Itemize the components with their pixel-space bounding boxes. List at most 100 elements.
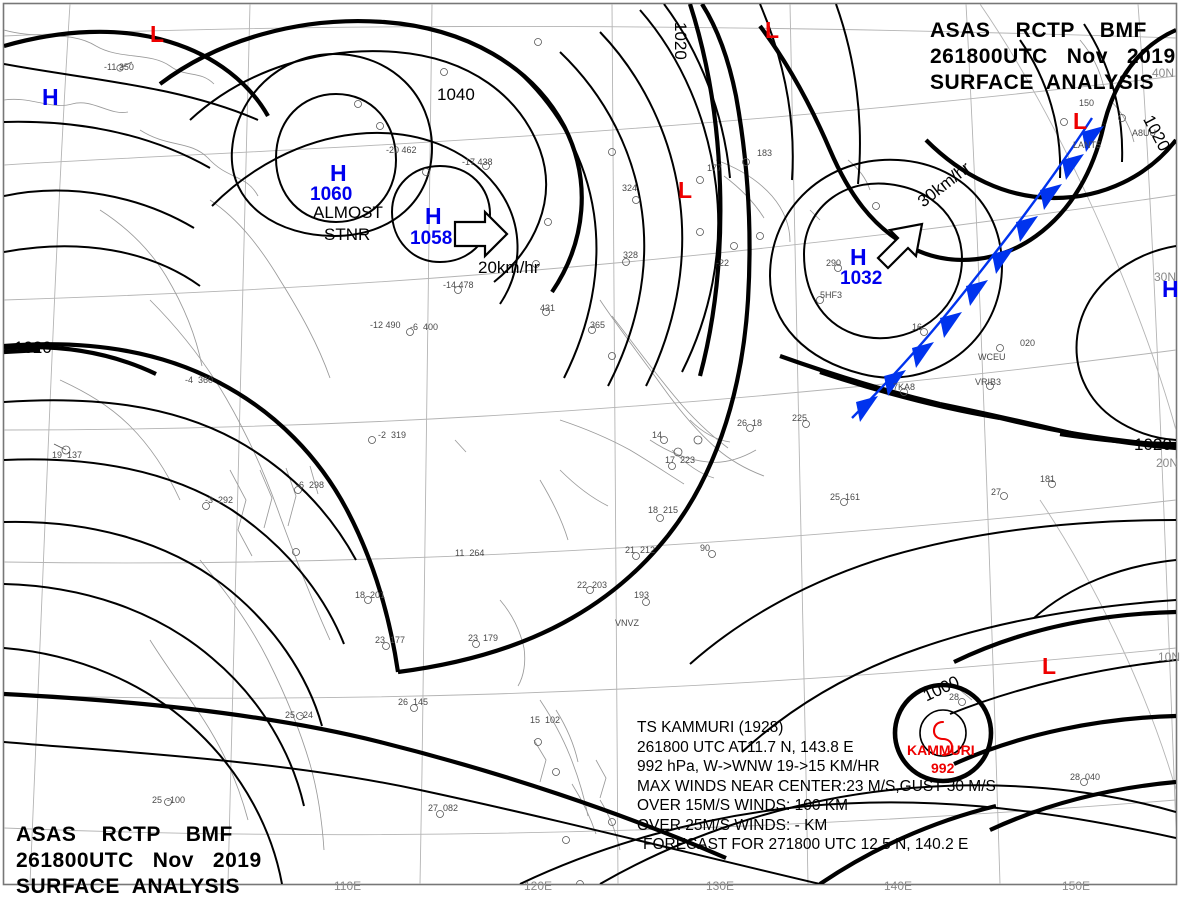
- station-plot-label: 290: [826, 258, 842, 268]
- station-plot-label: -6 400: [410, 322, 439, 332]
- station-plot-label: 11 264: [455, 548, 485, 558]
- motion-arrow-1058: [453, 209, 509, 259]
- station-plot-label: -6 298: [296, 480, 325, 490]
- low-marker-1: L: [150, 21, 165, 47]
- motion-arrows: [453, 209, 924, 270]
- station-plot-label: 18 201: [355, 590, 386, 600]
- station-plot-symbols: [53, 38, 1126, 884]
- station-plot-label: 21 212: [625, 545, 656, 555]
- longitude-label-140E: 140E: [884, 879, 913, 893]
- station-plot-label: 17 223: [665, 455, 696, 465]
- latitude-label-10N: 10N: [1158, 650, 1181, 664]
- station-plot-label: A8UU: [1132, 128, 1157, 138]
- typhoon-info-line-7: FORECAST FOR 271800 UTC 12.5 N, 140.2 E: [643, 836, 969, 853]
- header-bottom-line2: 261800UTC Nov 2019: [16, 849, 262, 872]
- typhoon-info-line-4: MAX WINDS NEAR CENTER:23 M/S,GUST 30 M/S: [637, 777, 996, 795]
- typhoon-info-line-6: OVER 25M/S WINDS: - KM: [637, 816, 828, 834]
- station-plot-label: 365: [590, 320, 606, 330]
- station-plot-label: 14: [652, 430, 663, 440]
- high-value-1060: 1060: [310, 184, 353, 205]
- station-plot-label: 19 137: [52, 450, 83, 460]
- station-plot-label: 020: [1020, 338, 1036, 348]
- longitude-label-120E: 120E: [524, 879, 553, 893]
- station-plot-label: 177: [707, 163, 723, 173]
- station-plot-label: -4 360: [185, 375, 214, 385]
- longitude-label-110E: 110E: [334, 879, 362, 893]
- high-value-1058: 1058: [410, 228, 453, 249]
- station-plot-label: 328: [623, 250, 639, 260]
- typhoon-name-label: KAMMURI: [907, 742, 975, 758]
- isobar-label-1020-right: 1020: [1134, 435, 1172, 454]
- motion-speed-20kmhr: 20km/hr: [478, 258, 540, 277]
- station-plot-label: 7KA8: [893, 382, 916, 392]
- station-plot-label: -3 292: [205, 495, 234, 505]
- latitude-label-40N: 40N: [1152, 66, 1175, 80]
- station-plot-label: -20 462: [386, 145, 417, 155]
- low-marker-4: L: [1073, 108, 1088, 134]
- cold-front: [851, 117, 1104, 422]
- station-plot-label: -11 350: [104, 62, 134, 72]
- station-plot-label: -17 438: [462, 157, 493, 167]
- station-plot-label: 25 161: [830, 492, 861, 502]
- latitude-label-20N: 20N: [1156, 456, 1179, 470]
- station-plot-label: 27: [991, 487, 1002, 497]
- station-plot-label: 5HF3: [820, 290, 843, 300]
- station-plot-label: 150: [1079, 98, 1095, 108]
- station-plot-label: 23 179: [468, 633, 499, 643]
- low-marker-2: L: [765, 17, 780, 43]
- high-symbol-right: H: [1162, 276, 1179, 302]
- longitude-label-130E: 130E: [706, 879, 735, 893]
- high-value-1032-num: 1032: [840, 268, 883, 289]
- station-plot-label: 28: [949, 692, 960, 702]
- isobar-label-1020-top: 1020: [671, 22, 690, 60]
- station-plot-label: 16: [912, 322, 923, 332]
- motion-label-almost: ALMOST: [313, 203, 383, 222]
- header-bottom-line1: ASAS RCTP BMF: [16, 823, 233, 846]
- high-symbol-left: H: [42, 84, 59, 110]
- high-symbol-1060: H: [330, 160, 347, 186]
- station-plot-label: WCEU: [978, 352, 1006, 362]
- typhoon-info-line-3: 992 hPa, W->WNW 19->15 KM/HR: [637, 758, 880, 775]
- station-plot-label: 23 177: [375, 635, 406, 645]
- typhoon-symbol-icon: [932, 720, 954, 757]
- isobars-thick: [4, 4, 1176, 884]
- isobars-thin: [4, 4, 1176, 884]
- station-plot-label: 225: [792, 413, 808, 423]
- motion-label-stnr: STNR: [324, 225, 371, 244]
- station-plot-label: 15 102: [530, 715, 561, 725]
- longitude-label-150E: 150E: [1062, 879, 1091, 893]
- low-marker-5: L: [1042, 653, 1057, 679]
- station-plot-label: 193: [634, 590, 650, 600]
- station-plot-label: 90: [700, 543, 711, 553]
- typhoon-pressure-label: 992: [931, 760, 955, 776]
- isobar-1020-band: [779, 354, 1176, 451]
- station-plot-label: LANT5: [1073, 140, 1102, 150]
- station-plot-label: -14 478: [443, 280, 474, 290]
- station-plot-label: 27 082: [428, 803, 459, 813]
- station-plot-label: 183: [757, 148, 773, 158]
- station-plot-label: 25 -100: [152, 795, 186, 805]
- station-plot-label: VRIB3: [975, 377, 1002, 387]
- station-plot-label: 18 215: [648, 505, 679, 515]
- header-top-line2: 261800UTC Nov 2019: [930, 45, 1176, 68]
- motion-arrow-1032: [876, 222, 924, 270]
- high-symbol-1058: H: [425, 203, 442, 229]
- typhoon-info-line-2: 261800 UTC AT11.7 N, 143.8 E: [637, 738, 854, 756]
- typhoon-info-block: TS KAMMURI (1928) 261800 UTC AT11.7 N, 1…: [637, 718, 996, 855]
- station-plot-label: 181: [1040, 474, 1056, 484]
- header-bottom-line3: SURFACE ANALYSIS: [16, 875, 240, 898]
- cold-front-barbs: [856, 126, 1104, 422]
- map-frame: [2, 2, 1178, 886]
- station-plot-label: 431: [540, 303, 556, 313]
- typhoon-outer-ring: [892, 682, 994, 784]
- isobar-label-1020-left: 1020: [14, 338, 52, 357]
- typhoon-info-line-5: OVER 15M/S WINDS: 100 KM: [637, 797, 849, 814]
- station-plot-label: 28 040: [1070, 772, 1101, 782]
- station-plot-label: -2 319: [378, 430, 407, 440]
- station-plot-label: VNVZ: [615, 618, 640, 628]
- station-plot-label: 26 145: [398, 697, 429, 707]
- typhoon-info-line-1: TS KAMMURI (1928): [637, 719, 784, 736]
- low-marker-3: L: [678, 177, 693, 203]
